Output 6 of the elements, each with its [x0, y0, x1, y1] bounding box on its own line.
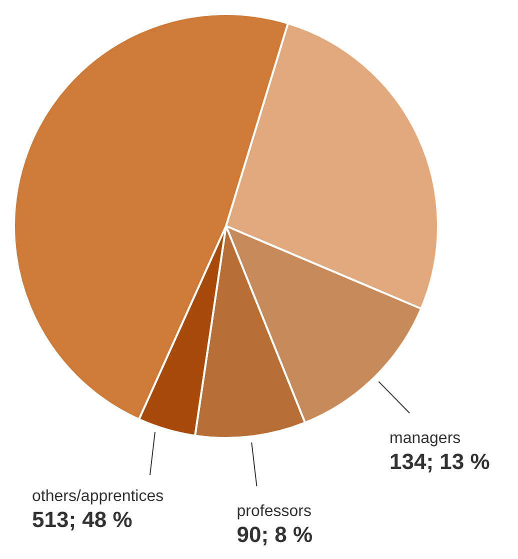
data-label: 134; 13 % [390, 449, 490, 474]
slice-label: others/apprentices [32, 488, 164, 505]
slice-label: managers [390, 430, 461, 447]
slice-label: professors [236, 503, 312, 520]
data-label: 513; 48 % [32, 507, 132, 532]
data-label: 90; 8 % [236, 522, 313, 548]
